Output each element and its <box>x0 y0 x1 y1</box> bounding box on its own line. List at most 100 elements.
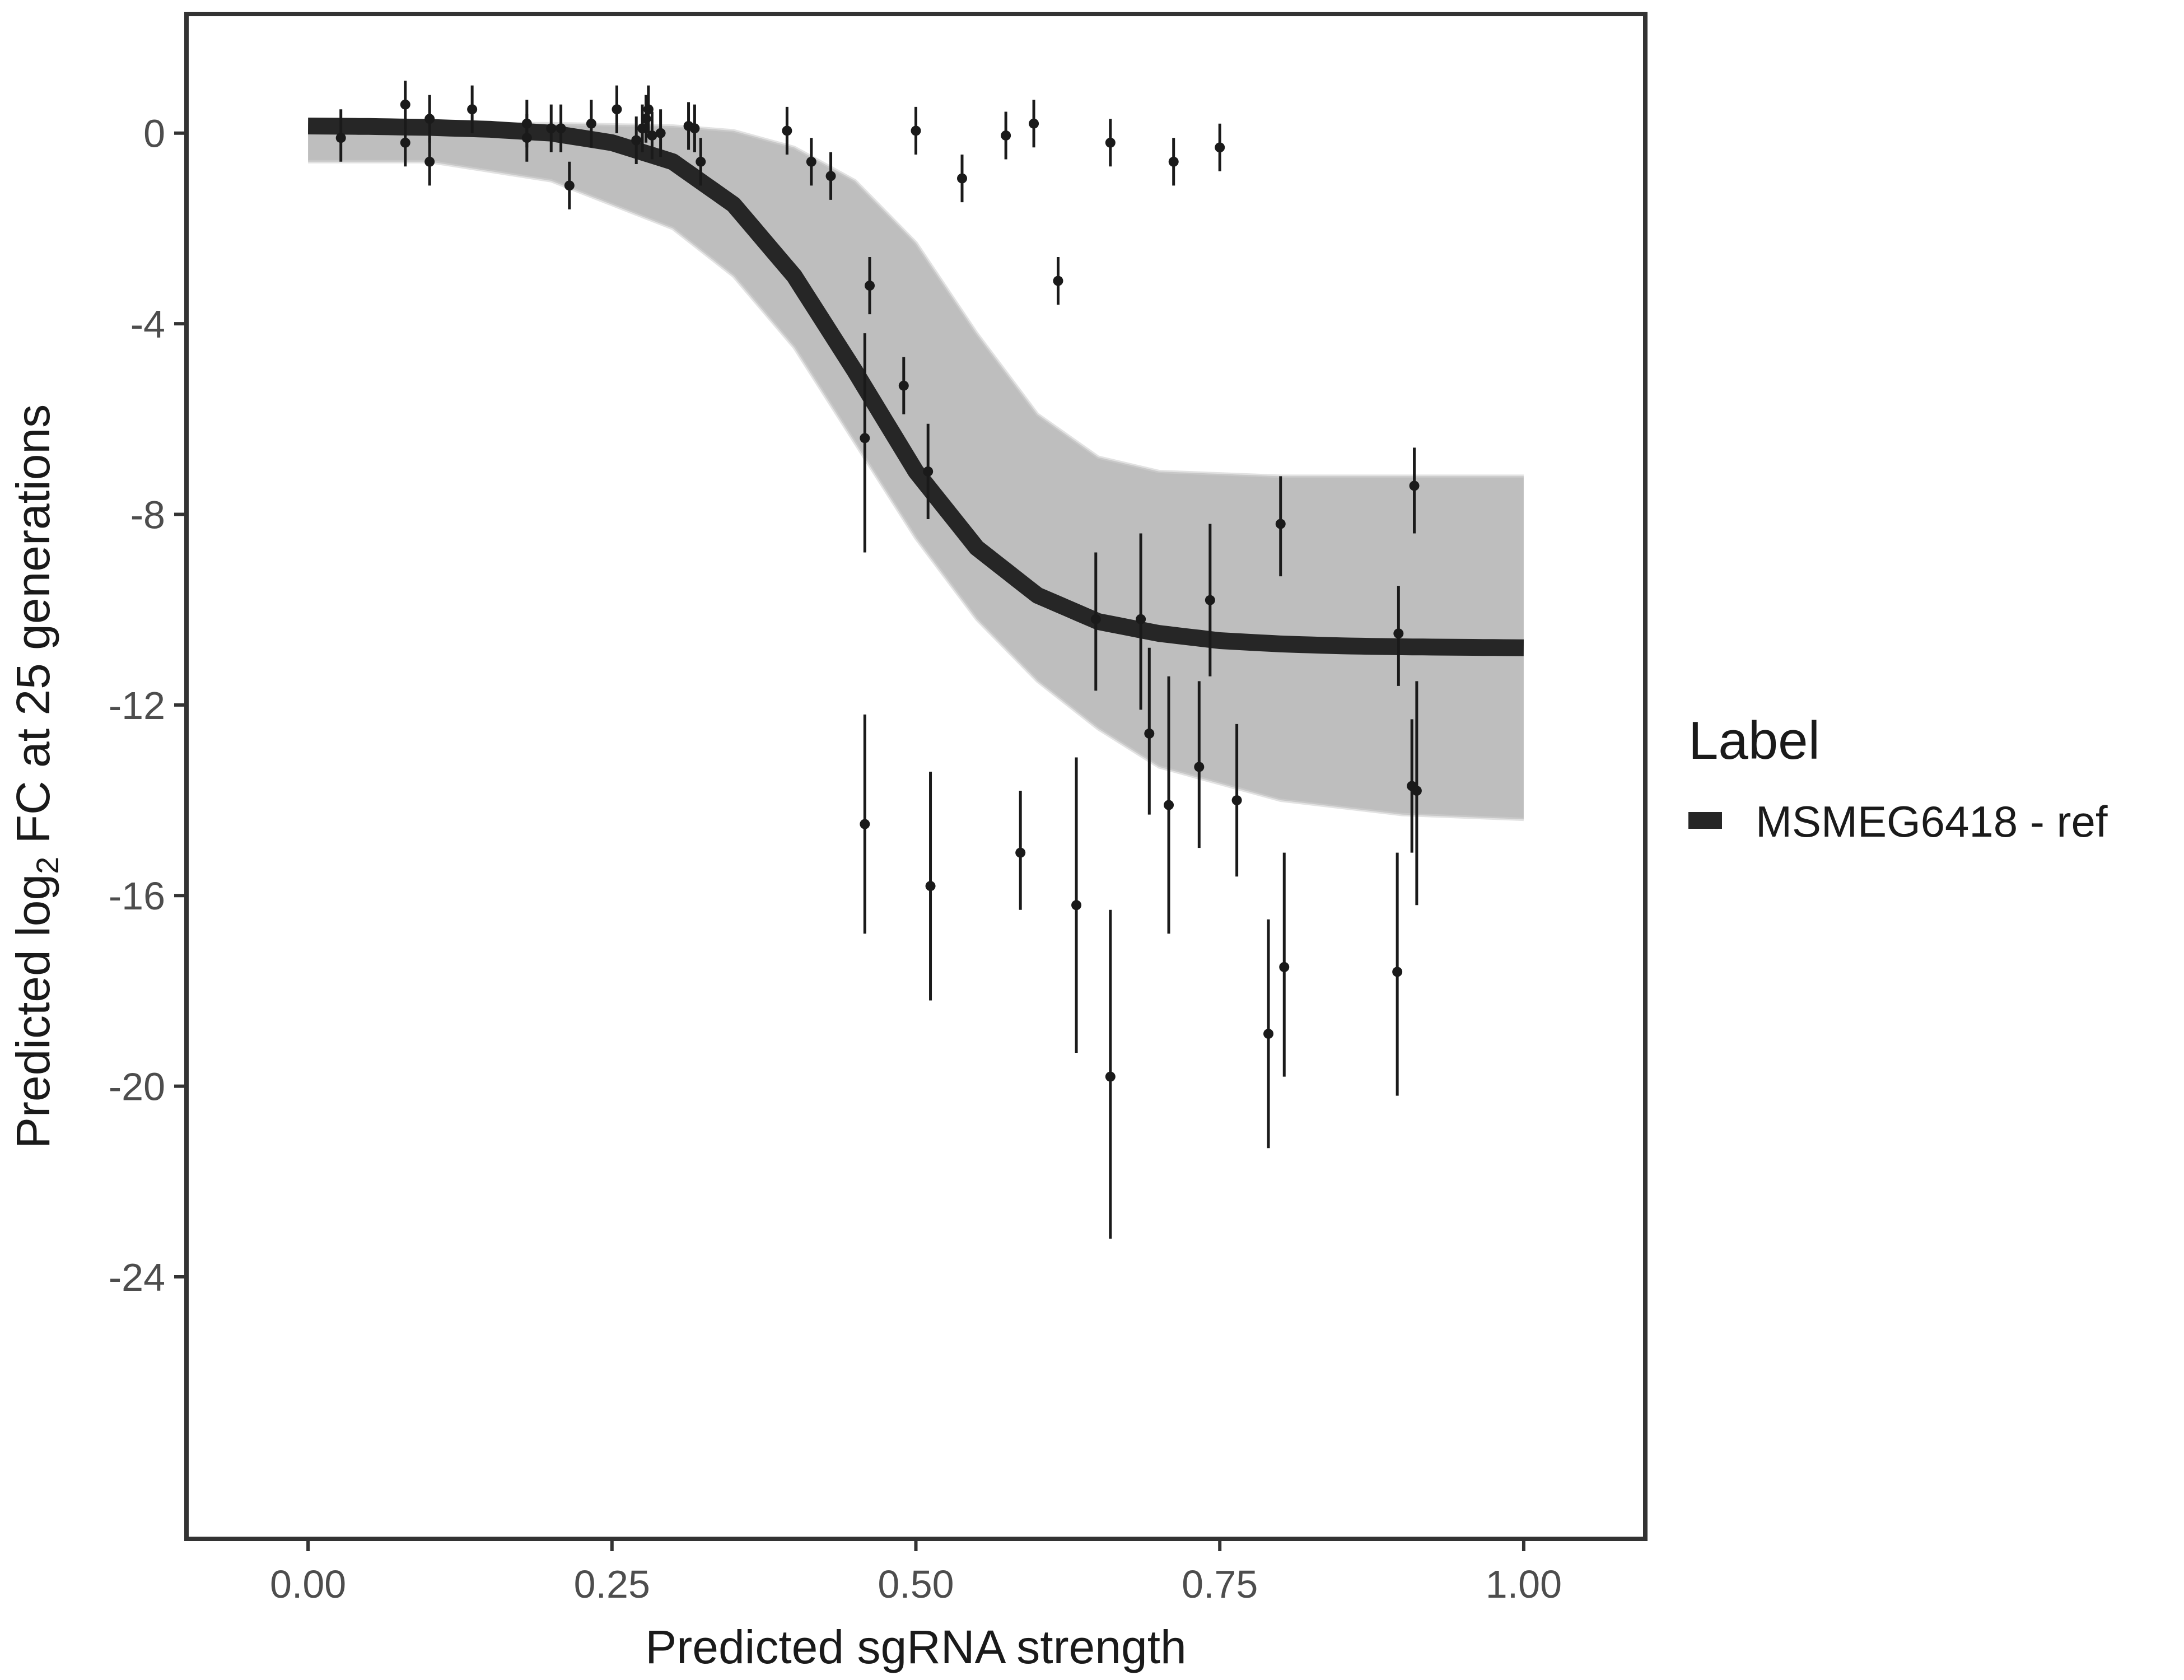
point-marker <box>956 173 967 184</box>
data-point <box>1071 757 1082 1053</box>
y-tick-label: -12 <box>109 684 165 727</box>
point-marker <box>865 281 875 291</box>
data-point <box>1105 119 1116 167</box>
point-marker <box>925 881 936 892</box>
point-marker <box>400 137 410 148</box>
y-axis-title-suffix: FC at 25 generations <box>7 404 59 857</box>
data-point <box>1393 586 1404 686</box>
point-marker <box>1392 967 1403 977</box>
point-marker <box>335 133 346 143</box>
data-point <box>586 100 596 148</box>
data-point <box>335 109 346 162</box>
point-marker <box>556 123 566 134</box>
data-point <box>860 333 870 553</box>
y-tick-label: -24 <box>109 1256 165 1299</box>
data-point <box>1053 256 1063 305</box>
point-marker <box>923 466 934 477</box>
data-point <box>631 116 642 165</box>
point-marker <box>1194 762 1205 772</box>
data-point <box>467 85 478 133</box>
data-point <box>1263 919 1274 1149</box>
data-point <box>1411 681 1422 906</box>
y-axis-title-prefix: Predicted log <box>7 874 59 1149</box>
data-point <box>911 106 921 155</box>
legend-key-swatch <box>1688 812 1722 829</box>
point-marker <box>1279 962 1290 972</box>
data-point <box>1105 909 1116 1239</box>
x-tick-label: 0.50 <box>878 1562 954 1606</box>
data-point <box>556 104 566 152</box>
x-axis-title: Predicted sgRNA strength <box>645 1621 1187 1673</box>
data-point <box>612 85 622 133</box>
data-point <box>1231 724 1242 877</box>
point-marker <box>689 123 700 134</box>
data-point <box>521 114 532 162</box>
data-point <box>923 423 934 519</box>
point-marker <box>631 135 642 146</box>
data-point <box>860 714 870 934</box>
point-marker <box>400 99 410 110</box>
point-marker <box>467 104 478 115</box>
data-points-group <box>335 81 1422 1239</box>
data-point <box>1136 533 1146 710</box>
point-marker <box>1409 480 1420 491</box>
point-marker <box>1015 847 1026 858</box>
point-marker <box>782 125 792 136</box>
data-point <box>647 111 657 160</box>
point-marker <box>806 156 816 167</box>
legend-entry-label: MSMEG6418 - ref <box>1756 797 2108 846</box>
y-tick-label: -20 <box>109 1065 165 1109</box>
y-tick-label: -4 <box>130 302 165 346</box>
point-marker <box>860 819 870 829</box>
data-point <box>1392 852 1403 1096</box>
data-point <box>1205 524 1215 676</box>
x-tick-label: 0.25 <box>574 1562 650 1606</box>
data-point <box>782 106 792 155</box>
legend-title: Label <box>1688 711 1820 771</box>
point-marker <box>424 114 435 124</box>
data-point <box>1164 676 1174 934</box>
data-point <box>546 104 557 152</box>
point-marker <box>1105 137 1116 148</box>
point-marker <box>1393 628 1404 639</box>
data-point <box>1409 447 1420 534</box>
point-marker <box>860 433 870 444</box>
point-marker <box>1168 156 1179 167</box>
y-tick-label: 0 <box>143 112 165 156</box>
data-point <box>1015 791 1026 910</box>
point-marker <box>1144 728 1155 739</box>
point-marker <box>655 128 666 138</box>
x-tick-label: 1.00 <box>1486 1562 1562 1606</box>
point-marker <box>1136 614 1146 624</box>
data-point <box>1029 100 1039 148</box>
point-marker <box>564 180 575 191</box>
data-point <box>956 155 967 203</box>
data-point <box>806 138 816 186</box>
data-point <box>424 138 435 186</box>
point-marker <box>546 123 557 134</box>
point-marker <box>1205 595 1215 605</box>
point-marker <box>424 156 435 167</box>
point-marker <box>1001 130 1011 141</box>
x-tick-label: 0.00 <box>270 1562 346 1606</box>
data-point <box>1001 111 1011 160</box>
plot-panel-border <box>184 12 1648 1541</box>
data-point <box>655 109 666 157</box>
y-axis-title: Predicted log2 FC at 25 generations <box>7 404 65 1149</box>
point-marker <box>612 104 622 115</box>
fit-curve-line <box>308 118 1524 656</box>
data-point <box>696 138 706 186</box>
data-point <box>825 152 836 200</box>
point-marker <box>647 130 657 141</box>
point-marker <box>586 118 596 129</box>
point-marker <box>696 156 706 167</box>
point-marker <box>1231 795 1242 806</box>
data-point <box>1275 476 1286 577</box>
point-marker <box>1164 800 1174 810</box>
data-point <box>1144 647 1155 815</box>
y-tick-label: -16 <box>109 874 165 918</box>
data-point <box>424 95 435 143</box>
point-marker <box>1105 1071 1116 1082</box>
point-marker <box>825 171 836 181</box>
